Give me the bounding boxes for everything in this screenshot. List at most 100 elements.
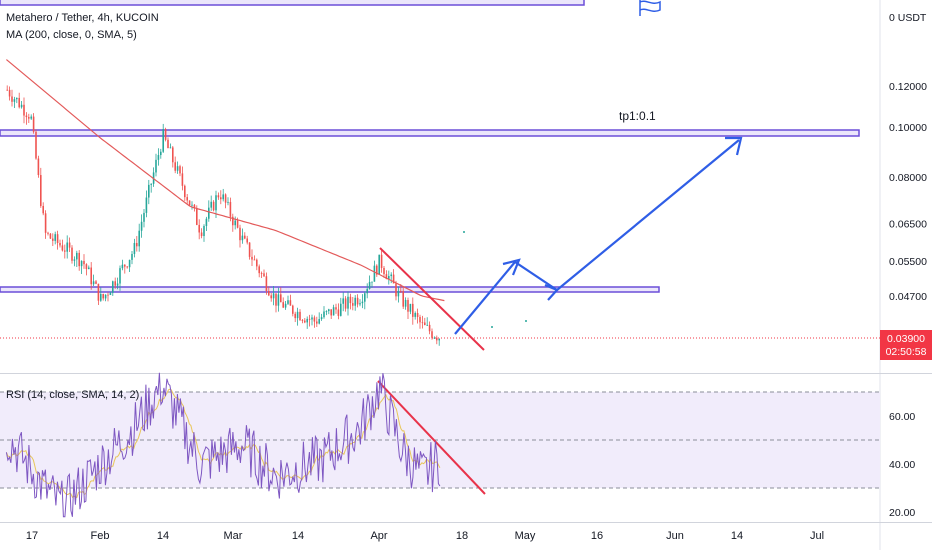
candle[interactable] xyxy=(155,153,157,177)
candle[interactable] xyxy=(78,250,80,271)
candle[interactable] xyxy=(59,239,61,248)
candle[interactable] xyxy=(157,148,160,166)
candle[interactable] xyxy=(409,303,412,315)
candle[interactable] xyxy=(426,317,428,326)
candle[interactable] xyxy=(95,280,97,285)
candle[interactable] xyxy=(90,262,92,290)
candle[interactable] xyxy=(359,299,361,307)
candle[interactable] xyxy=(167,137,169,149)
rsi-line[interactable] xyxy=(5,372,441,518)
candle[interactable] xyxy=(16,97,18,104)
candle[interactable] xyxy=(320,313,323,321)
candle[interactable] xyxy=(44,210,47,239)
candle[interactable] xyxy=(263,269,265,277)
candle[interactable] xyxy=(402,285,404,309)
candle[interactable] xyxy=(424,317,426,326)
candle[interactable] xyxy=(54,231,56,245)
candle[interactable] xyxy=(121,259,124,271)
candle[interactable] xyxy=(373,260,376,282)
candle[interactable] xyxy=(8,86,11,101)
candle[interactable] xyxy=(32,113,35,134)
candle[interactable] xyxy=(352,296,354,311)
candle[interactable] xyxy=(169,143,172,149)
candle[interactable] xyxy=(191,201,193,210)
candle[interactable] xyxy=(287,295,289,305)
candle[interactable] xyxy=(131,251,133,265)
candle[interactable] xyxy=(292,304,294,317)
candle[interactable] xyxy=(395,280,397,301)
candle[interactable] xyxy=(35,129,37,160)
candle[interactable] xyxy=(88,265,90,270)
moving-average-line[interactable] xyxy=(6,59,445,302)
candle[interactable] xyxy=(419,314,421,329)
candle[interactable] xyxy=(61,239,64,252)
candle[interactable] xyxy=(378,254,380,275)
candle[interactable] xyxy=(316,316,318,327)
candle[interactable] xyxy=(128,259,131,272)
candle[interactable] xyxy=(107,292,109,302)
candle[interactable] xyxy=(270,292,272,302)
candle[interactable] xyxy=(109,291,112,296)
candle[interactable] xyxy=(421,315,424,329)
price-descending-trendline[interactable] xyxy=(379,247,485,351)
candle[interactable] xyxy=(433,336,436,339)
candle[interactable] xyxy=(376,264,378,277)
candle[interactable] xyxy=(212,200,215,212)
candle[interactable] xyxy=(412,297,414,325)
candle[interactable] xyxy=(68,237,71,253)
candle[interactable] xyxy=(172,146,174,168)
candle[interactable] xyxy=(260,271,263,279)
candle[interactable] xyxy=(397,286,400,303)
candle[interactable] xyxy=(23,97,25,124)
candle[interactable] xyxy=(344,296,347,312)
candle[interactable] xyxy=(210,195,212,211)
candle[interactable] xyxy=(277,287,280,312)
projection-path[interactable] xyxy=(454,139,740,335)
candle[interactable] xyxy=(356,294,359,308)
candle[interactable] xyxy=(294,311,296,323)
candle[interactable] xyxy=(224,193,227,209)
target-label[interactable]: tp1:0.1 xyxy=(619,109,656,123)
candle[interactable] xyxy=(414,311,416,320)
candle[interactable] xyxy=(102,293,104,301)
candle[interactable] xyxy=(349,293,352,310)
candle[interactable] xyxy=(438,338,440,346)
candle[interactable] xyxy=(253,255,256,261)
candle[interactable] xyxy=(13,96,16,109)
ma-legend[interactable]: MA (200, close, 0, SMA, 5) xyxy=(6,29,137,41)
candle[interactable] xyxy=(40,167,42,208)
candle[interactable] xyxy=(85,263,88,276)
candle[interactable] xyxy=(133,238,136,258)
candle[interactable] xyxy=(49,233,52,239)
candle[interactable] xyxy=(284,300,287,310)
candle[interactable] xyxy=(76,250,78,268)
candle[interactable] xyxy=(30,114,32,120)
candle[interactable] xyxy=(188,200,191,206)
candle[interactable] xyxy=(150,183,152,193)
candle[interactable] xyxy=(296,307,299,326)
resistance-zone-rectangle[interactable] xyxy=(0,129,860,137)
candle[interactable] xyxy=(174,156,176,174)
candle[interactable] xyxy=(244,232,246,240)
candle[interactable] xyxy=(388,270,390,285)
candle[interactable] xyxy=(52,233,54,247)
candle[interactable] xyxy=(179,164,181,177)
candle[interactable] xyxy=(148,179,150,205)
candle[interactable] xyxy=(25,112,28,125)
support-zone-rectangle[interactable] xyxy=(0,286,660,293)
candle[interactable] xyxy=(340,297,342,317)
candle[interactable] xyxy=(73,256,76,267)
candlestick-series[interactable] xyxy=(6,85,440,346)
candle[interactable] xyxy=(160,148,162,159)
candle[interactable] xyxy=(304,318,306,324)
candle[interactable] xyxy=(328,308,330,315)
candle[interactable] xyxy=(104,294,107,302)
candle[interactable] xyxy=(116,277,119,290)
candle[interactable] xyxy=(119,265,121,291)
candle[interactable] xyxy=(124,264,126,274)
candle[interactable] xyxy=(342,292,344,312)
candle[interactable] xyxy=(306,316,308,329)
candle[interactable] xyxy=(208,200,210,222)
candle[interactable] xyxy=(354,295,356,311)
candle[interactable] xyxy=(364,291,366,310)
